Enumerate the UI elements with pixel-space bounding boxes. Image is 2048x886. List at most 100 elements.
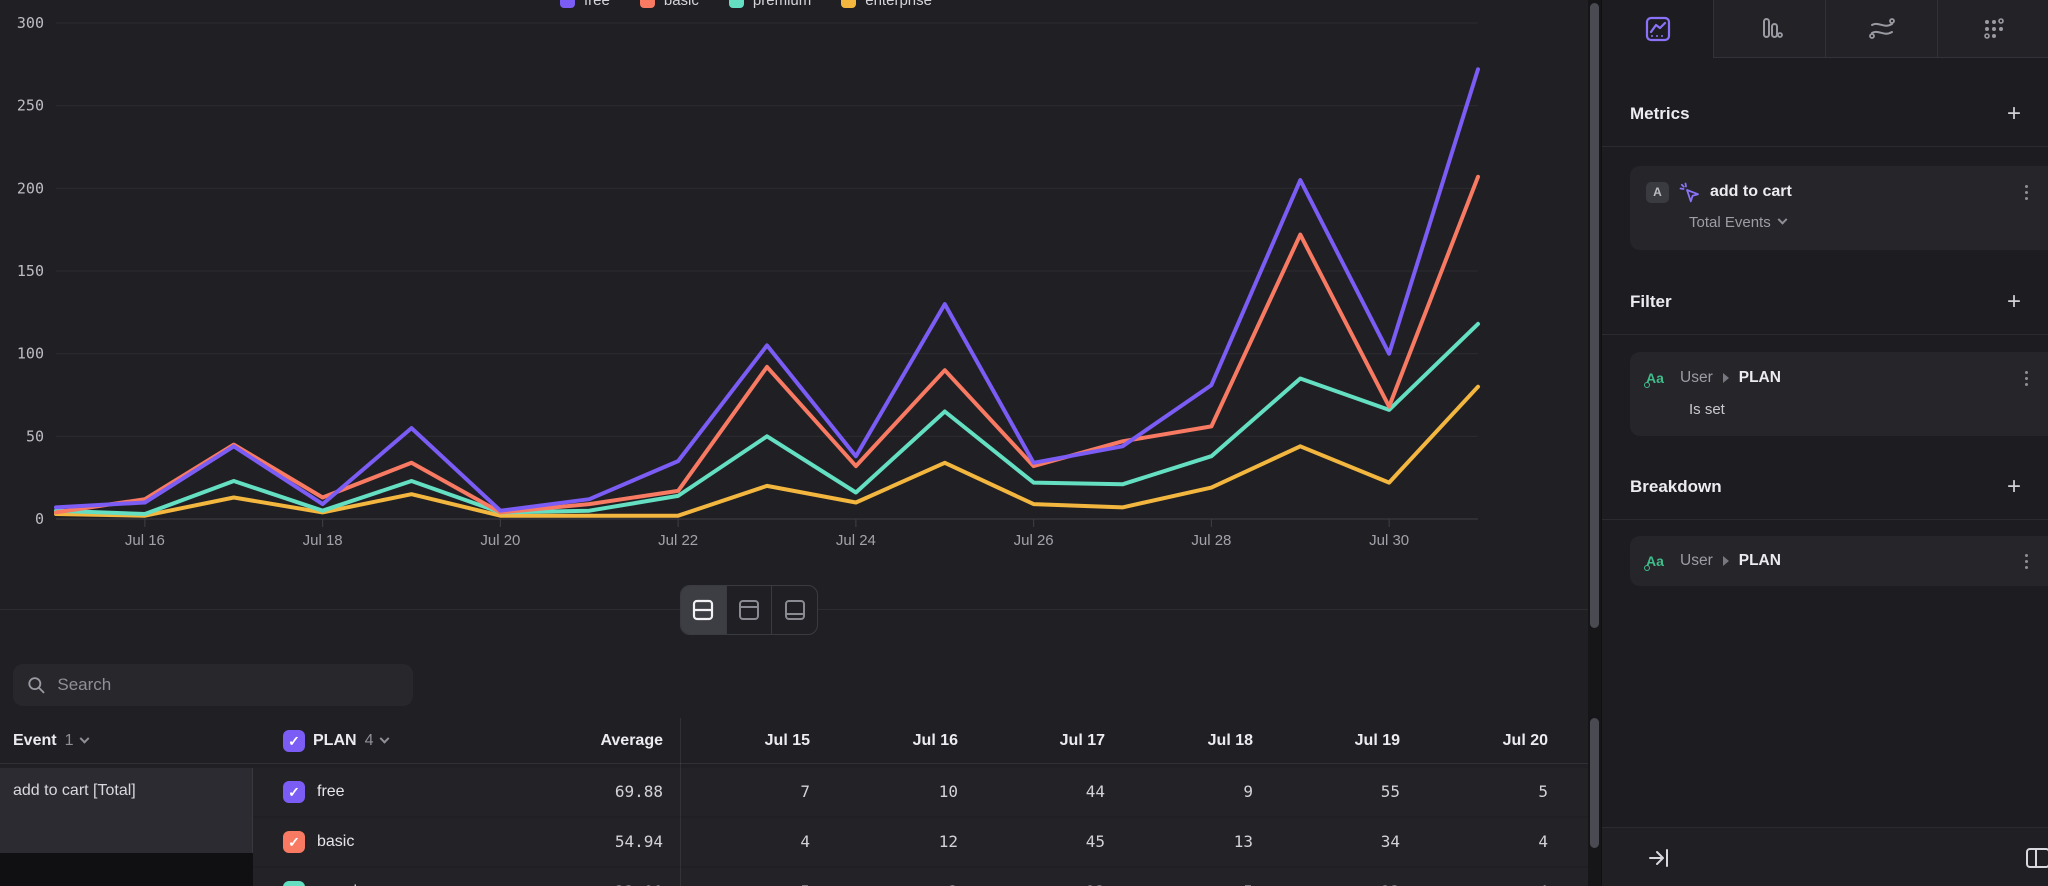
legend-label: premium bbox=[752, 0, 812, 9]
x-axis-label: Jul 16 bbox=[125, 532, 165, 549]
row-value: 5 bbox=[1123, 868, 1253, 886]
row-value: 9 bbox=[1243, 782, 1253, 801]
series-line-premium bbox=[54, 321, 1480, 516]
split-panel-icon[interactable] bbox=[2025, 846, 2048, 870]
tab-line-chart[interactable] bbox=[1602, 0, 1714, 58]
text-property-icon: Aa bbox=[1644, 553, 1664, 571]
breadcrumb-arrow-icon bbox=[1722, 556, 1729, 566]
table-row-free[interactable]: ✓ free 69.88 7 10 44 9 55 5 bbox=[0, 768, 1588, 816]
table-row-basic[interactable]: ✓ basic 54.94 4 12 45 13 34 4 bbox=[0, 818, 1588, 866]
search-input[interactable] bbox=[57, 675, 399, 695]
add-metric-button[interactable]: + bbox=[2006, 100, 2021, 127]
metric-card[interactable]: A add to cart Total Events bbox=[1630, 166, 2048, 250]
page-scrollbar-thumb[interactable] bbox=[1590, 3, 1599, 628]
line-chart-icon bbox=[1645, 16, 1670, 42]
row-checkbox[interactable]: ✓ bbox=[283, 781, 305, 803]
legend-item-enterprise[interactable]: enterprise bbox=[841, 0, 932, 9]
table-row-premium[interactable]: ✓premium33.0053235234 bbox=[0, 868, 1588, 886]
sidebar-footer bbox=[1602, 827, 2048, 886]
date-column-header: Jul 18 bbox=[1207, 732, 1253, 749]
bottom-panel-layout-button[interactable] bbox=[772, 586, 817, 634]
series-line-basic bbox=[54, 174, 1480, 515]
bar-chart-icon bbox=[1762, 17, 1783, 38]
legend-swatch bbox=[728, 0, 744, 8]
y-axis-label: 200 bbox=[17, 179, 44, 197]
chevron-down-icon bbox=[380, 733, 390, 744]
date-column-header: Jul 16 bbox=[912, 732, 958, 749]
rows-layout-button[interactable] bbox=[681, 586, 727, 634]
row-average: 33.00 bbox=[533, 868, 663, 886]
filter-options-kebab-icon[interactable] bbox=[2019, 368, 2033, 388]
aggregation-dropdown[interactable]: Total Events bbox=[1689, 214, 1788, 231]
legend-label: basic bbox=[663, 0, 699, 9]
row-value: 12 bbox=[938, 832, 958, 851]
top-panel-layout-icon bbox=[739, 600, 759, 620]
layout-toggle-group bbox=[680, 585, 818, 635]
filter-scope: User bbox=[1680, 369, 1713, 386]
series-line-enterprise bbox=[54, 384, 1480, 518]
section-divider bbox=[1602, 519, 2048, 520]
x-axis-label: Jul 30 bbox=[1369, 532, 1409, 549]
add-breakdown-button[interactable]: + bbox=[2006, 473, 2021, 500]
bottom-panel-layout-icon bbox=[784, 600, 805, 620]
row-checkbox[interactable]: ✓ bbox=[283, 831, 305, 853]
breakdown-options-kebab-icon[interactable] bbox=[2019, 551, 2033, 571]
tab-bar-chart[interactable] bbox=[1714, 0, 1826, 58]
y-axis-label: 50 bbox=[26, 427, 44, 445]
filter-condition-dropdown[interactable]: Is set bbox=[1689, 401, 1725, 418]
row-value: 4 bbox=[1418, 868, 1548, 886]
row-value: 4 bbox=[1538, 832, 1548, 851]
collapse-sidebar-icon[interactable] bbox=[1647, 846, 1671, 870]
row-label: basic bbox=[317, 833, 355, 850]
search-icon bbox=[28, 677, 45, 694]
tab-flows[interactable] bbox=[1826, 0, 1938, 58]
plan-select-all-checkbox[interactable]: ✓ bbox=[283, 730, 305, 752]
y-axis-label: 0 bbox=[35, 510, 44, 528]
row-value: 3 bbox=[828, 868, 958, 886]
row-value: 44 bbox=[1085, 782, 1105, 801]
legend-item-basic[interactable]: basic bbox=[639, 0, 699, 9]
event-column-header[interactable]: Event 1 bbox=[13, 718, 90, 764]
legend-item-free[interactable]: free bbox=[560, 0, 610, 9]
section-divider bbox=[1602, 146, 2048, 147]
plan-column-header[interactable]: ✓ PLAN 4 bbox=[283, 718, 390, 764]
table-corner-spacer bbox=[0, 853, 253, 886]
x-axis-label: Jul 18 bbox=[303, 532, 343, 549]
chevron-down-icon bbox=[80, 733, 90, 744]
filter-card[interactable]: Aa User PLAN Is set bbox=[1630, 352, 2048, 436]
breakdown-heading: Breakdown bbox=[1630, 477, 1722, 496]
filter-section-header: Filter + bbox=[1630, 288, 2021, 315]
legend-swatch bbox=[639, 0, 655, 8]
row-value: 45 bbox=[1085, 832, 1105, 851]
event-group-cell[interactable]: add to cart [Total] bbox=[0, 768, 253, 853]
event-click-icon bbox=[1679, 182, 1699, 202]
metric-letter-badge: A bbox=[1646, 181, 1669, 203]
average-column-header: Average bbox=[600, 732, 663, 749]
table-header-divider bbox=[0, 763, 1588, 764]
add-filter-button[interactable]: + bbox=[2006, 288, 2021, 315]
row-checkbox[interactable]: ✓ bbox=[283, 881, 305, 886]
date-column-header: Jul 19 bbox=[1354, 732, 1400, 749]
y-axis-label: 300 bbox=[17, 14, 44, 32]
filter-heading: Filter bbox=[1630, 292, 1672, 311]
breakdown-card[interactable]: Aa User PLAN bbox=[1630, 536, 2048, 586]
table-scrollbar-thumb[interactable] bbox=[1590, 718, 1599, 848]
row-label: premium bbox=[317, 868, 379, 886]
query-builder-sidebar: Metrics + A add to cart Total Events bbox=[1601, 0, 2048, 886]
metric-options-kebab-icon[interactable] bbox=[2019, 182, 2033, 202]
metrics-section-header: Metrics + bbox=[1630, 100, 2021, 127]
tab-more-charts[interactable] bbox=[1938, 0, 2048, 58]
row-value: 10 bbox=[938, 782, 958, 801]
row-value: 23 bbox=[975, 868, 1105, 886]
legend-item-premium[interactable]: premium bbox=[728, 0, 812, 9]
metrics-heading: Metrics bbox=[1630, 104, 1690, 123]
x-axis-label: Jul 22 bbox=[658, 532, 698, 549]
y-axis-label: 150 bbox=[17, 262, 44, 280]
chart-panel: free basic premium enterprise 0 50 100 150 200 2… bbox=[0, 0, 1588, 886]
top-panel-layout-button[interactable] bbox=[727, 586, 773, 634]
rows-layout-icon bbox=[693, 599, 714, 621]
flows-icon bbox=[1868, 17, 1895, 39]
table-body: ✓ free 69.88 7 10 44 9 55 5 ✓ basic 54.94 4 12 45 13 34 4… bbox=[0, 768, 1588, 886]
breakdown-property: PLAN bbox=[1738, 552, 1781, 569]
